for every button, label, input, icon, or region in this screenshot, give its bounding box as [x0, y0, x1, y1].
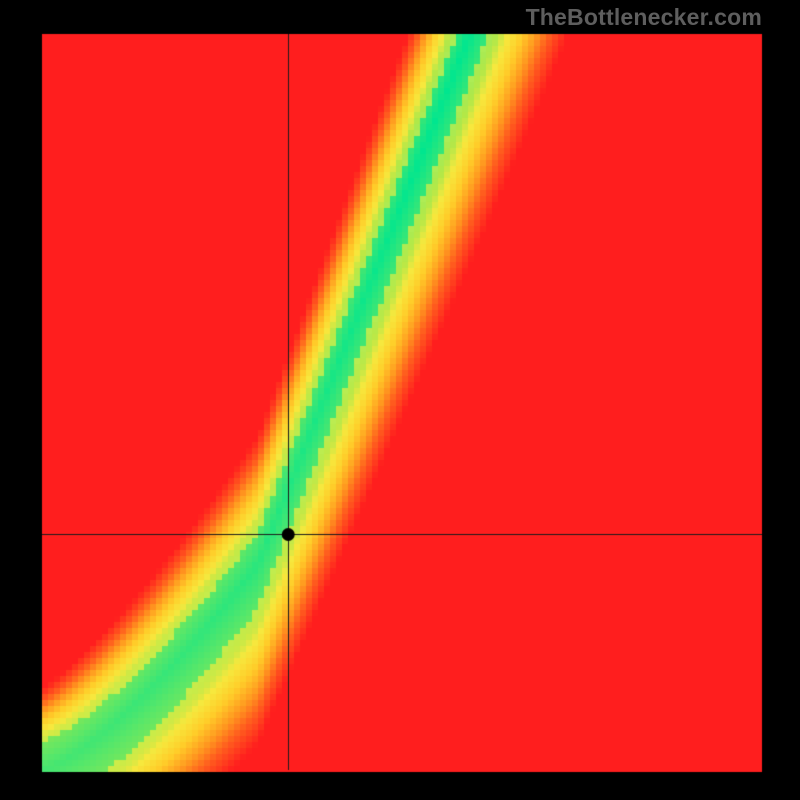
bottleneck-heatmap [0, 0, 800, 800]
attribution-text: TheBottlenecker.com [526, 4, 762, 31]
